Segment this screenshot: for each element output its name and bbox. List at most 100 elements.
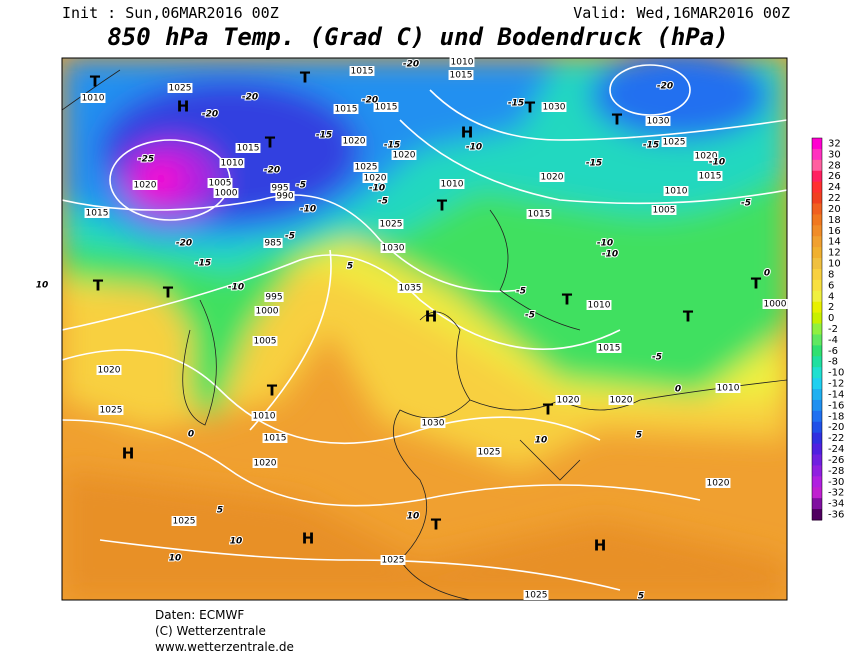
pressure-center: T: [300, 69, 311, 87]
colorbar-swatch: [812, 443, 822, 456]
isotherm-label: -15: [384, 141, 400, 151]
isobar-label: 1010: [451, 58, 474, 68]
colorbar-swatch: [812, 170, 822, 183]
pressure-center: T: [562, 291, 573, 309]
isotherm-label: -20: [202, 110, 218, 120]
isotherm-label: -5: [285, 232, 295, 242]
isobar-label: 1030: [382, 244, 405, 254]
colorbar-label: -34: [828, 499, 844, 510]
isotherm-label: -10: [466, 143, 482, 153]
isobar-label-box: [235, 143, 261, 153]
isotherm-label: -5: [296, 181, 306, 191]
colorbar-swatch: [812, 465, 822, 477]
map-frame: [61, 57, 788, 601]
colorbar-swatch: [812, 509, 822, 521]
isotherm-label: -10: [602, 250, 618, 260]
isobar-label: 1025: [478, 448, 501, 458]
colorbar-swatch: [812, 138, 822, 150]
colorbar-label: -12: [828, 379, 844, 390]
colorbar-label: -8: [828, 357, 838, 368]
colorbar-swatch: [812, 410, 822, 423]
isotherm-label: -5: [525, 311, 535, 321]
isobar-label: 1025: [173, 517, 196, 527]
isobar-label: 1025: [169, 84, 192, 94]
isobar-label-box: [661, 137, 687, 147]
isotherm-label: -5: [516, 287, 526, 297]
isobar-label: 1010: [665, 187, 688, 197]
isobar-label-box: [541, 102, 567, 112]
isotherm-label: 10: [535, 436, 548, 446]
isobar-label-box: [380, 555, 406, 565]
colorbar-label: -16: [828, 400, 844, 411]
isobar-label: 1020: [541, 173, 564, 183]
colorbar-label: 22: [828, 193, 841, 204]
isobar-label-box: [262, 433, 288, 443]
colorbar-swatch: [812, 356, 822, 368]
isobar-label: 995: [265, 293, 282, 303]
pressure-center: T: [612, 111, 623, 129]
isobar-label-box: [586, 300, 612, 310]
colorbar-label: 12: [828, 248, 841, 259]
isobar-label-box: [608, 395, 634, 405]
isobar-label-box: [645, 116, 671, 126]
isobar-label: 1020: [695, 152, 718, 162]
pressure-center: T: [267, 382, 278, 400]
colorbar-label: -20: [828, 422, 844, 433]
isobar-label-box: [349, 66, 375, 76]
isobar-label: 1020: [343, 137, 366, 147]
isobar-label-box: [213, 188, 239, 198]
isotherm-label: -10: [597, 239, 613, 249]
isobar-label: 1010: [441, 180, 464, 190]
isobar-label-box: [651, 205, 677, 215]
isobar-label: 1020: [134, 181, 157, 191]
isobar-label-box: [252, 458, 278, 468]
isobar-label-box: [263, 238, 283, 248]
colorbar-label: 24: [828, 182, 841, 193]
colorbar-swatch: [812, 323, 822, 335]
colorbar-label: -22: [828, 433, 844, 444]
colorbar-swatch: [812, 290, 822, 303]
isobar-label-box: [252, 336, 278, 346]
colorbar-swatch: [812, 236, 822, 248]
colorbar-label: -4: [828, 335, 838, 346]
isobar-label-box: [476, 447, 502, 457]
isobar-label-box: [555, 395, 581, 405]
isotherm-label: -15: [195, 259, 211, 269]
isobar-label-box: [448, 70, 474, 80]
colorbar-swatch: [812, 454, 822, 466]
colorbar-frame: [811, 137, 823, 521]
pressure-center: T: [683, 308, 694, 326]
isobar-label-box: [84, 208, 110, 218]
isotherm-label: -20: [362, 96, 378, 106]
isobar-label: 1010: [253, 412, 276, 422]
isotherm-label: -20: [176, 239, 192, 249]
isobar-label-box: [693, 151, 719, 161]
isotherm-label: 10: [36, 281, 49, 291]
colorbar-swatch: [812, 258, 822, 270]
isotherm-label: 0: [188, 430, 194, 440]
isobar-label-box: [171, 516, 197, 526]
isobar-label-box: [98, 405, 124, 415]
colorbar-label: -30: [828, 477, 844, 488]
init-time: Init : Sun,06MAR2016 00Z: [62, 4, 279, 22]
isobar-label-box: [353, 162, 379, 172]
pressure-center: H: [425, 308, 438, 326]
pressure-center: H: [461, 124, 474, 142]
isotherm-label: 5: [217, 506, 223, 516]
isobar-label-box: [539, 172, 565, 182]
pressure-center: T: [90, 73, 101, 91]
isobar-label-box: [373, 102, 399, 112]
colorbar-label: 28: [828, 160, 841, 171]
colorbar-label: -18: [828, 411, 844, 422]
colorbar-label: 8: [828, 269, 834, 280]
isotherm-label: -15: [586, 159, 602, 169]
isobar-label: 1020: [254, 459, 277, 469]
isobar-label-box: [254, 306, 280, 316]
colorbar-swatch: [812, 345, 822, 357]
isobar-label-box: [264, 292, 284, 302]
colorbar-label: 10: [828, 259, 841, 270]
isobar-label: 1020: [393, 151, 416, 161]
colorbar-swatch: [812, 301, 822, 314]
isotherm-label: -20: [264, 166, 280, 176]
